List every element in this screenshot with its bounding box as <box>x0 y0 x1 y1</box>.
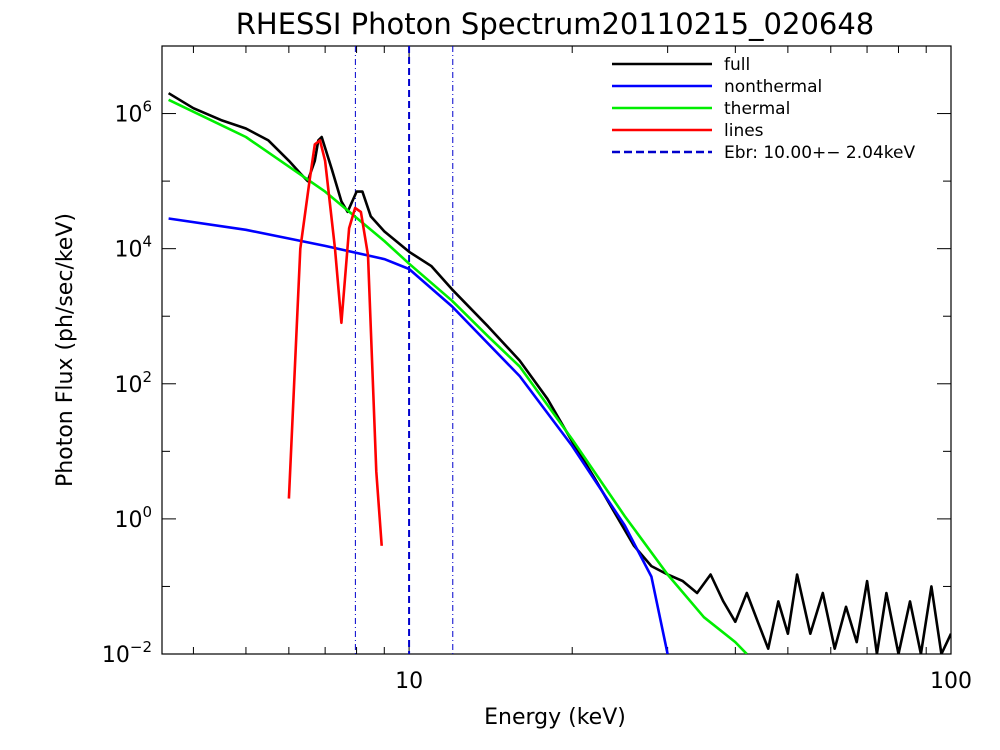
legend-label: nonthermal <box>724 77 822 97</box>
plot-frame <box>161 45 952 655</box>
x-axis-label: Energy (keV) <box>484 705 626 730</box>
x-tick-label: 100 <box>930 669 972 694</box>
y-tick-label: 10−2 <box>102 638 152 668</box>
legend-label: Ebr: 10.00+− 2.04keV <box>724 143 915 163</box>
series-full <box>167 92 951 654</box>
y-tick-label: 104 <box>114 233 152 263</box>
legend-label: thermal <box>724 99 790 119</box>
chart-title: RHESSI Photon Spectrum20110215_020648 <box>236 7 875 41</box>
series-lines <box>287 139 383 546</box>
y-tick-label: 102 <box>114 368 152 398</box>
series-thermal <box>168 98 748 654</box>
y-axis-label: Photon Flux (ph/sec/keV) <box>53 213 78 487</box>
x-tick-label: 10 <box>395 669 423 694</box>
y-tick-label: 106 <box>114 98 152 128</box>
y-tick-label: 100 <box>114 503 152 533</box>
series-nonthermal <box>168 217 669 654</box>
legend-label: lines <box>724 121 764 141</box>
legend-label: full <box>724 55 750 75</box>
